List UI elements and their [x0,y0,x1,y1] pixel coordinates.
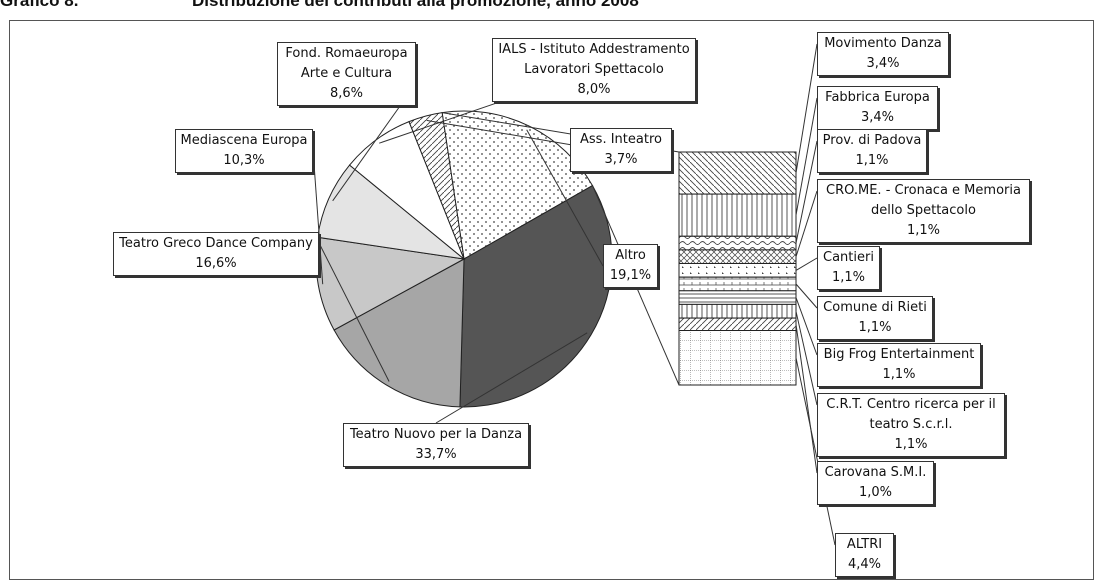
label-value: 1,1% [894,437,928,452]
label-text: ALTRI [846,537,883,552]
label-value: 1,0% [858,485,893,500]
pie-slice-teatro-nuovo-per-la-danza [459,184,613,408]
leader-line-cro-me-cronaca-e-memoria [795,190,818,257]
label-altri: ALTRI 4,4% [835,533,894,577]
leader-line-ass-inteatro [426,119,591,149]
leader-line-mediascena-europa [312,149,324,285]
label-text: Cantieri [823,250,874,265]
label-value: 1,1% [906,223,941,238]
label-fond-romaeuropa: Fond. Romaeuropa Arte e Cultura 8,6% [277,42,416,106]
breakdown-segment-comune-di-rieti [678,276,797,292]
label-movimento-danza: Movimento Danza 3,4% [817,32,949,76]
label-text: Teatro Greco Dance Company [119,236,313,251]
breakdown-segment-c-r-t-centro-ricerca-per-il [678,303,797,319]
label-fabbrica-europa: Fabbrica Europa 3,4% [817,86,938,130]
label-value: 8,6% [329,86,364,101]
label-text: teatro S.c.r.l. [869,417,953,432]
label-text: Fond. Romaeuropa [285,46,408,61]
leader-line-fond-romaeuropa [332,105,401,202]
label-prov-di-padova: Prov. di Padova 1,1% [817,129,927,173]
breakdown-segment-fabbrica-europa [678,193,797,237]
label-cro-me-cronaca-e-memoria: CRO.ME. - Cronaca e Memoria dello Spettac… [817,179,1030,243]
label-text: Comune di Rieti [823,300,927,315]
leader-line-carovana-s-m-i [795,324,818,474]
leader-line-teatro-nuovo-per-la-danza [435,332,588,424]
label-text: Altro [615,248,646,263]
label-value: 1,1% [831,270,866,285]
leader-line-movimento-danza [795,43,818,174]
label-text: Mediascena Europa [180,133,308,148]
label-text: Lavoratori Spettacolo [524,62,664,77]
leader-line-prov-di-padova [795,140,818,244]
label-ials-istituto-addestramento: IALS - Istituto Addestramento Lavoratori … [492,38,696,102]
label-c-r-t-centro-ricerca-per-il: C.R.T. Centro ricerca per il teatro S.c.r… [817,393,1005,457]
label-value: 10,3% [223,153,265,168]
label-teatro-greco-dance-company: Teatro Greco Dance Company 16,6% [113,232,319,276]
label-big-frog-entertainment: Big Frog Entertainment 1,1% [817,343,981,387]
label-value: 3,4% [860,110,895,125]
label-text: Movimento Danza [824,36,942,51]
breakdown-segment-altri [678,330,797,386]
figure-number: Grafico 8. [0,0,79,10]
label-text: Big Frog Entertainment [823,347,975,362]
label-mediascena-europa: Mediascena Europa 10,3% [175,129,313,173]
leader-line-altri [795,357,836,546]
pie-slice-teatro-greco-dance-company [333,258,465,408]
label-value: 8,0% [577,82,611,97]
label-value: 1,1% [882,367,916,382]
label-altro: Altro 19,1% [603,244,658,288]
label-value: 1,1% [855,153,889,168]
breakdown-segment-big-frog-entertainment [678,290,797,305]
leader-line-comune-di-rieti [795,283,818,309]
label-text: Fabbrica Europa [825,90,930,105]
label-text: CRO.ME. - Cronaca e Memoria [826,183,1021,198]
label-value: 3,4% [866,56,900,71]
label-value: 1,1% [858,320,892,335]
chart-header: Grafico 8. Distribuzione dei contributi … [0,0,1104,13]
label-text: Teatro Nuovo per la Danza [349,427,523,442]
label-teatro-nuovo-per-la-danza: Teatro Nuovo per la Danza 33,7% [343,423,529,467]
label-value: 33,7% [415,447,457,462]
chart-frame [9,20,1094,580]
leader-line-big-frog-entertainment [795,297,818,356]
label-text: IALS - Istituto Addestramento [498,42,690,57]
label-text: Arte e Cultura [300,66,393,81]
breakdown-segment-prov-di-padova [678,235,797,251]
label-text: Ass. Inteatro [580,132,662,147]
label-text: Prov. di Padova [822,133,922,148]
breakdown-segment-movimento-danza [678,151,797,195]
leader-line-altro [526,129,604,267]
breakdown-segment-carovana-s-m-i [678,317,797,332]
breakdown-segment-cantieri [678,263,797,278]
label-cantieri: Cantieri 1,1% [817,246,880,290]
leader-line-teatro-greco-dance-company [318,242,390,382]
label-value: 3,7% [604,152,638,167]
label-text: dello Spettacolo [871,203,976,218]
pie-slice-ass-inteatro [408,112,465,260]
label-text: Carovana S.M.I. [824,465,927,480]
label-value: 16,6% [195,256,237,271]
label-value: 4,4% [847,557,882,572]
breakdown-segment-cro-me-cronaca-e-memoria [678,249,797,264]
label-carovana-s-m-i: Carovana S.M.I. 1,0% [817,461,934,505]
leader-line-c-r-t-centro-ricerca-per-il [795,311,818,406]
leader-line-cantieri [795,257,818,271]
label-value: 19,1% [609,268,652,283]
label-text: C.R.T. Centro ricerca per il [826,397,996,412]
label-ass-inteatro: Ass. Inteatro 3,7% [570,128,672,172]
chart-title: Distribuzione dei contributi alla promoz… [192,0,639,10]
label-comune-di-rieti: Comune di Rieti 1,1% [817,296,933,340]
leader-line-fabbrica-europa [795,97,818,216]
